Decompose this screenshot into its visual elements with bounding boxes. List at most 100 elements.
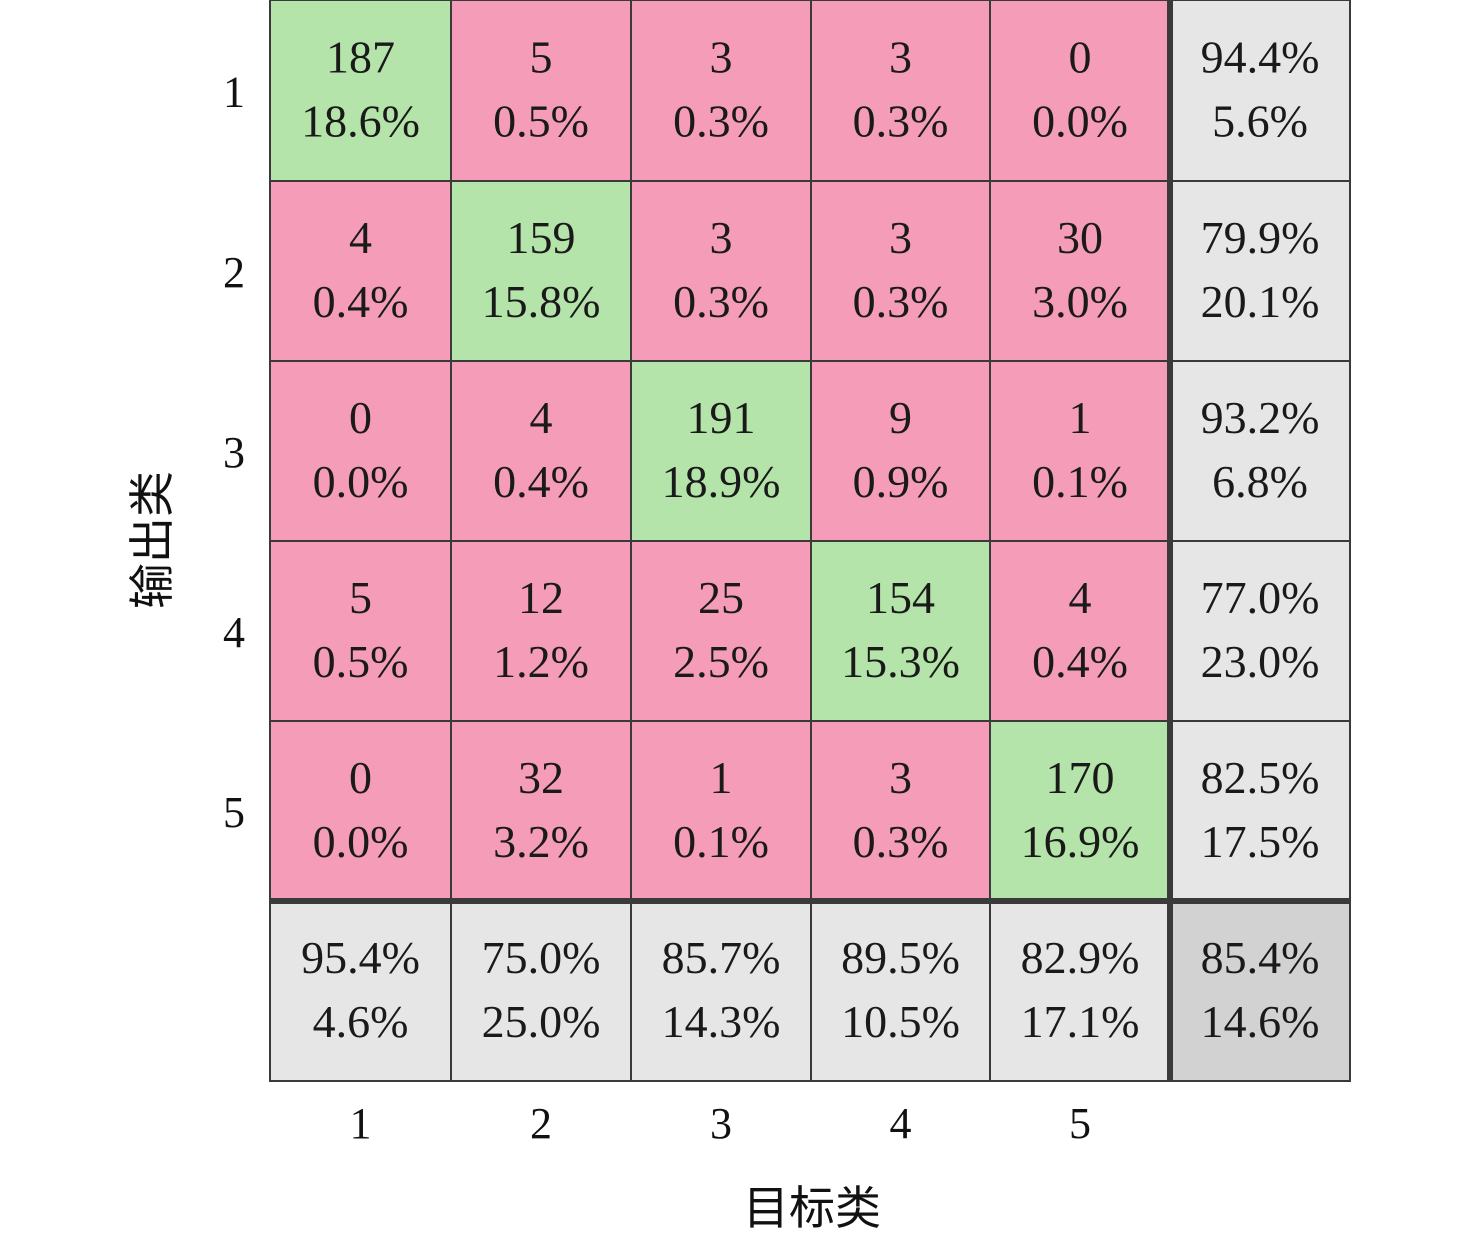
row-summary-cell: 79.9% 20.1% (1169, 180, 1351, 362)
incorrect-cell: 3 0.3% (630, 0, 812, 182)
cell-background (989, 180, 1171, 362)
row-summary-cell: 82.5% 17.5% (1169, 720, 1351, 902)
cell-value-top: 1 (710, 752, 733, 803)
cell-value-top: 93.2% (1201, 392, 1320, 443)
cell-background (810, 540, 991, 722)
cell-value-top: 3 (889, 212, 912, 263)
incorrect-cell: 3 0.3% (810, 720, 991, 902)
cell-background (630, 900, 812, 1082)
cell-background (810, 360, 991, 542)
cell-value-bottom: 0.5% (493, 96, 589, 147)
cell-background (450, 360, 632, 542)
incorrect-cell: 4 0.4% (269, 180, 452, 362)
cell-background (810, 720, 991, 902)
incorrect-cell: 1 0.1% (989, 360, 1171, 542)
cell-value-bottom: 0.4% (313, 276, 409, 327)
cell-value-top: 191 (687, 392, 756, 443)
cell-value-top: 12 (518, 572, 564, 623)
incorrect-cell: 5 0.5% (269, 540, 452, 722)
correct-cell: 170 16.9% (989, 720, 1171, 902)
cell-value-top: 77.0% (1201, 572, 1320, 623)
cell-value-top: 3 (889, 32, 912, 83)
cell-background (269, 900, 452, 1082)
cell-value-bottom: 17.1% (1021, 996, 1140, 1047)
cell-value-bottom: 0.9% (853, 456, 949, 507)
cell-value-bottom: 0.3% (673, 96, 769, 147)
cell-value-top: 89.5% (841, 932, 960, 983)
cell-background (630, 0, 812, 182)
y-tick-label: 2 (223, 248, 245, 297)
cell-value-top: 4 (530, 392, 553, 443)
cell-value-bottom: 0.1% (1032, 456, 1128, 507)
cell-background (450, 900, 632, 1082)
cell-background (630, 180, 812, 362)
cell-value-top: 9 (889, 392, 912, 443)
incorrect-cell: 3 0.3% (630, 180, 812, 362)
cell-background (989, 0, 1171, 182)
correct-cell: 187 18.6% (269, 0, 452, 182)
row-summary-cell: 77.0% 23.0% (1169, 540, 1351, 722)
cell-value-top: 3 (889, 752, 912, 803)
cell-value-bottom: 0.1% (673, 816, 769, 867)
cell-value-top: 75.0% (482, 932, 601, 983)
cell-value-top: 170 (1046, 752, 1115, 803)
cell-value-bottom: 0.4% (493, 456, 589, 507)
cell-value-top: 5 (349, 572, 372, 623)
cell-background (269, 0, 452, 182)
y-tick-label: 1 (223, 68, 245, 117)
cell-value-bottom: 0.5% (313, 636, 409, 687)
x-tick-label: 5 (1069, 1099, 1091, 1148)
cell-value-top: 159 (507, 212, 576, 263)
cell-value-top: 154 (866, 572, 935, 623)
cell-value-bottom: 14.3% (662, 996, 781, 1047)
cell-value-bottom: 16.9% (1021, 816, 1140, 867)
cell-background (450, 180, 632, 362)
cell-background (1169, 540, 1351, 722)
incorrect-cell: 4 0.4% (989, 540, 1171, 722)
cell-background (989, 900, 1171, 1082)
cell-value-top: 0 (1069, 32, 1092, 83)
row-summary-cell: 94.4% 5.6% (1169, 0, 1351, 182)
incorrect-cell: 5 0.5% (450, 0, 632, 182)
row-summary-cell: 93.2% 6.8% (1169, 360, 1351, 542)
cell-value-top: 95.4% (301, 932, 420, 983)
cell-value-top: 187 (326, 32, 395, 83)
cell-value-bottom: 15.3% (841, 636, 960, 687)
cell-background (269, 540, 452, 722)
y-axis-label: 输出类 (125, 471, 179, 609)
x-tick-label: 4 (890, 1099, 912, 1148)
cell-value-top: 3 (710, 212, 733, 263)
cell-value-top: 1 (1069, 392, 1092, 443)
cell-value-bottom: 14.6% (1201, 996, 1320, 1047)
cell-value-bottom: 0.0% (1032, 96, 1128, 147)
incorrect-cell: 4 0.4% (450, 360, 632, 542)
cell-background (630, 540, 812, 722)
cell-value-bottom: 0.3% (853, 276, 949, 327)
cell-value-bottom: 0.4% (1032, 636, 1128, 687)
cell-value-top: 5 (530, 32, 553, 83)
column-summary-cell: 95.4% 4.6% (269, 900, 452, 1082)
cell-value-bottom: 0.0% (313, 456, 409, 507)
incorrect-cell: 9 0.9% (810, 360, 991, 542)
incorrect-cell: 32 3.2% (450, 720, 632, 902)
cell-value-bottom: 6.8% (1212, 456, 1308, 507)
incorrect-cell: 3 0.3% (810, 0, 991, 182)
cell-value-top: 82.5% (1201, 752, 1320, 803)
cell-value-top: 25 (698, 572, 744, 623)
cell-value-bottom: 2.5% (673, 636, 769, 687)
cell-value-bottom: 17.5% (1201, 816, 1320, 867)
cell-value-bottom: 20.1% (1201, 276, 1320, 327)
incorrect-cell: 1 0.1% (630, 720, 812, 902)
cell-value-top: 85.7% (662, 932, 781, 983)
cell-background (269, 720, 452, 902)
cell-value-top: 0 (349, 392, 372, 443)
cell-value-top: 79.9% (1201, 212, 1320, 263)
cell-value-bottom: 10.5% (841, 996, 960, 1047)
column-summary-cell: 89.5% 10.5% (810, 900, 991, 1082)
cell-background (630, 360, 812, 542)
cell-value-bottom: 5.6% (1212, 96, 1308, 147)
cell-value-top: 0 (349, 752, 372, 803)
cell-background (989, 720, 1171, 902)
incorrect-cell: 30 3.0% (989, 180, 1171, 362)
cell-background (989, 540, 1171, 722)
